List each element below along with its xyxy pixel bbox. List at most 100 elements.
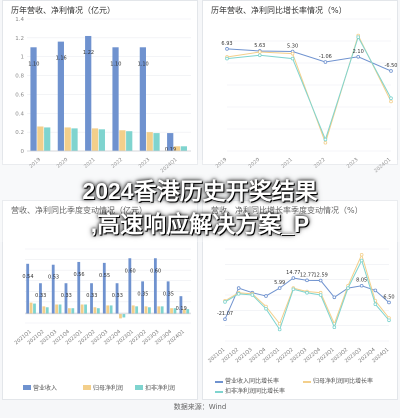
data-point <box>291 276 296 280</box>
bar-deducted-profit <box>33 303 36 314</box>
annual-growth-chart-panel: 历年营收、净利同比增长率情况（%） 2019 2020 2021 2022 2023 20… <box>202 0 398 174</box>
bar-data-label: 1.10 <box>138 61 149 67</box>
bar-deducted-profit <box>148 307 151 314</box>
bar-revenue <box>26 263 30 314</box>
data-point <box>257 50 262 54</box>
data-point <box>323 137 328 142</box>
y-tick-label: 0.2 <box>15 130 24 136</box>
data-point <box>373 288 378 293</box>
bar-deducted-profit <box>58 304 62 314</box>
bar-revenue <box>90 283 93 314</box>
bar-net-profit <box>182 309 186 314</box>
data-point <box>359 283 364 288</box>
title-banner: 2024香港历史开奖结果 ,高速响应解决方案_P <box>0 160 400 242</box>
chart-title: 历年营收、净利情况（亿元） <box>11 6 115 15</box>
line-data-label: 5.63 <box>254 43 265 49</box>
data-point <box>387 318 391 323</box>
bar-revenue <box>139 47 146 151</box>
data-point <box>318 293 323 297</box>
bar-revenue <box>112 47 119 151</box>
bar-revenue <box>166 281 170 314</box>
bar-data-label: 1.10 <box>28 61 39 67</box>
bar-net-profit <box>93 307 97 314</box>
bar-data-label: 0.35 <box>163 291 174 297</box>
data-point <box>277 327 282 332</box>
data-point <box>332 325 337 329</box>
data-point <box>305 290 309 295</box>
line-data-label: 2.10 <box>353 49 364 55</box>
legend-deducted-growth: 扣非净利润同比增长率 <box>215 386 285 395</box>
data-point <box>389 69 393 73</box>
annual-revenue-chart-panel: 历年营收、净利情况（亿元） 0 0.2 0.4 0.6 0.8 1 1.2 1.4 1.10 20… <box>2 0 198 174</box>
y-tick-label: 0 <box>21 149 25 155</box>
bar-data-label: 0.53 <box>48 275 59 281</box>
bar-data-label: 0.33 <box>61 293 72 299</box>
bar-data-label: 0.60 <box>150 268 161 274</box>
bar-data-label: 1.10 <box>110 61 121 67</box>
bar-net-profit <box>146 132 153 151</box>
line-data-label: 8.05 <box>356 278 367 284</box>
legend-profit-growth: 归母净利润同比增长率 <box>303 376 373 385</box>
bar-data-label: 0.56 <box>73 272 84 278</box>
bar-deducted-profit <box>153 133 160 151</box>
data-point <box>318 278 323 283</box>
annual-revenue-bar-chart: 00.20.40.60.811.21.41.1020191.1620201.22… <box>15 17 191 174</box>
data-point <box>257 53 262 58</box>
data-source-text: 数据来源：Wind <box>173 403 227 411</box>
data-point <box>290 56 295 61</box>
bar-net-profit <box>67 308 71 314</box>
quarterly-revenue-chart-panel: 营收、净利同比季度变动情况（亿元） 0.54 2021Q1 0.33 2021Q2 0.… <box>2 200 198 400</box>
bar-revenue <box>141 281 145 314</box>
bar-net-profit <box>42 306 46 314</box>
quarterly-revenue-bar-chart: 0.542021Q10.332021Q20.532021Q30.332021Q4… <box>14 248 191 346</box>
banner-headline-line2: ,高速响应解决方案_P <box>90 211 310 237</box>
bar-deducted-profit <box>173 308 177 314</box>
bar-revenue <box>153 258 157 314</box>
line-data-label: 5.99 <box>274 280 285 286</box>
bar-net-profit <box>144 306 148 314</box>
bar-revenue <box>128 258 132 314</box>
data-point <box>356 54 361 59</box>
line-data-label: 12.59 <box>314 273 328 279</box>
bar-data-label: 0.19 <box>176 306 187 312</box>
bar-revenue <box>39 283 42 314</box>
data-point <box>389 96 393 100</box>
data-point <box>346 286 350 290</box>
bar-revenue <box>115 283 119 314</box>
data-point <box>225 56 229 61</box>
bar-deducted-profit <box>71 308 75 314</box>
bar-net-profit <box>55 304 59 314</box>
line-data-label: 6.50 <box>383 294 394 300</box>
line-data-label: 12.77 <box>300 272 314 278</box>
bar-revenue <box>167 133 174 151</box>
data-point <box>236 292 241 296</box>
data-point <box>332 295 337 300</box>
legend-revenue: 营业收入 <box>23 383 57 392</box>
bar-net-profit <box>106 305 110 314</box>
bar-deducted-profit <box>126 131 133 151</box>
y-tick-label: 0.4 <box>15 111 24 117</box>
y-tick-label: 1.4 <box>15 17 24 23</box>
bar-deducted-profit <box>71 128 78 151</box>
bar-data-label: 1.16 <box>56 56 67 62</box>
series-line-deducted-growth <box>226 35 392 141</box>
bar-net-profit <box>173 146 181 151</box>
bar-data-label: 0.54 <box>22 274 33 280</box>
y-tick-label: 1.2 <box>15 36 24 42</box>
bar-revenue <box>51 264 55 314</box>
data-point <box>359 258 364 263</box>
bar-net-profit <box>119 130 126 151</box>
bar-net-profit <box>64 127 71 151</box>
banner-headline-line1: 2024香港历史开奖结果 <box>82 178 318 204</box>
bar-net-profit <box>29 302 33 314</box>
bar-revenue <box>179 296 183 314</box>
bar-data-label: 0.55 <box>99 273 110 279</box>
y-tick-label: 0.8 <box>15 74 24 80</box>
legend-revenue-growth: 营业收入同比增长率 <box>215 376 279 385</box>
line-data-label: 5.30 <box>287 44 298 50</box>
bar-deducted-profit <box>45 307 49 314</box>
quarterly-growth-chart-panel: 营收、净利同比增长率季度变动情况（%） 2021Q1 2021Q2 2021Q3 20… <box>202 200 398 400</box>
bar-revenue <box>77 261 81 314</box>
bar-net-profit <box>80 304 84 314</box>
